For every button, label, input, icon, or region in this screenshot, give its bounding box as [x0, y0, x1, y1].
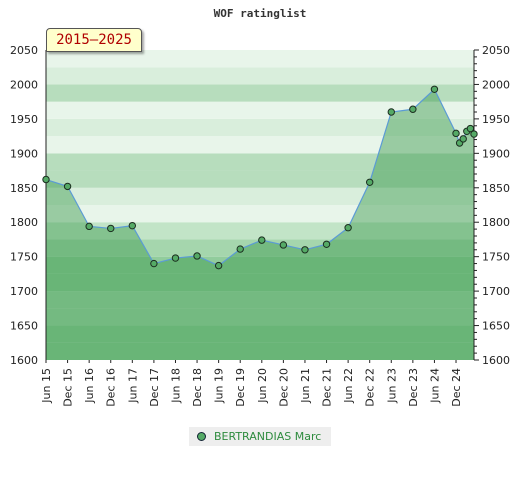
- x-tick-label: Dec 18: [191, 368, 204, 407]
- data-point[interactable]: [258, 236, 266, 244]
- x-tick-label: Jun 23: [385, 368, 398, 404]
- x-tick-label: Dec 21: [321, 368, 334, 407]
- y-tick-label-right: 1900: [482, 147, 510, 160]
- x-tick-label: Jun 20: [256, 368, 269, 404]
- rating-area: [46, 89, 474, 361]
- data-point[interactable]: [214, 261, 223, 270]
- y-tick-label-left: 1850: [10, 182, 38, 195]
- background-band: [46, 187, 474, 205]
- data-point[interactable]: [430, 85, 439, 93]
- background-band: [46, 273, 474, 292]
- background-band: [46, 291, 474, 309]
- x-tick-label: Dec 22: [364, 368, 377, 407]
- data-point[interactable]: [470, 130, 478, 138]
- data-point[interactable]: [279, 241, 288, 249]
- data-point[interactable]: [42, 175, 50, 184]
- x-tick-label: Dec 20: [277, 368, 290, 407]
- legend-label: BERTRANDIAS Marc: [214, 430, 322, 443]
- background-band: [46, 84, 474, 102]
- period-label: 2015–2025: [46, 28, 142, 52]
- x-tick-label: Dec 15: [62, 368, 75, 407]
- data-point[interactable]: [171, 254, 180, 262]
- x-tick-label: Jun 17: [126, 368, 139, 404]
- background-band: [46, 325, 474, 343]
- x-tick-label: Jun 24: [428, 368, 441, 404]
- data-point[interactable]: [365, 178, 374, 186]
- legend-marker-icon: [197, 432, 206, 441]
- y-tick-label-left: 2000: [10, 78, 38, 91]
- y-tick-label-right: 1950: [482, 113, 510, 126]
- x-tick-label: Jun 15: [40, 368, 53, 404]
- x-tick-label: Dec 17: [148, 368, 161, 407]
- background-band: [46, 118, 474, 137]
- data-point[interactable]: [301, 246, 309, 254]
- data-point[interactable]: [63, 182, 72, 191]
- y-tick-label-left: 1700: [10, 285, 38, 298]
- data-point[interactable]: [322, 240, 331, 248]
- y-tick-label-right: 2000: [482, 78, 510, 91]
- y-tick-label-right: 1650: [482, 320, 510, 333]
- x-tick-label: Jun 16: [83, 368, 96, 404]
- background-band: [46, 50, 474, 68]
- data-point[interactable]: [466, 124, 475, 133]
- x-tick-label: Dec 19: [234, 368, 247, 407]
- data-point[interactable]: [344, 224, 352, 232]
- background-band: [46, 67, 474, 85]
- background-band: [46, 239, 474, 257]
- x-tick-label: Jun 21: [299, 368, 312, 404]
- data-point[interactable]: [387, 108, 395, 116]
- chart-title: WOF ratinglist: [214, 7, 307, 20]
- y-tick-label-left: 2050: [10, 44, 38, 57]
- y-tick-label-right: 1750: [482, 251, 510, 264]
- x-tick-label: Dec 23: [407, 368, 420, 407]
- data-point[interactable]: [236, 245, 244, 253]
- data-point[interactable]: [128, 221, 137, 230]
- y-tick-label-left: 1950: [10, 113, 38, 126]
- background-band: [46, 222, 474, 240]
- y-tick-label-right: 1600: [482, 354, 510, 367]
- y-tick-label-right: 1700: [482, 285, 510, 298]
- y-tick-label-left: 1650: [10, 320, 38, 333]
- background-band: [46, 308, 474, 326]
- background-band: [46, 136, 474, 154]
- data-point[interactable]: [452, 129, 460, 138]
- background-band: [46, 342, 474, 360]
- y-tick-label-left: 1800: [10, 216, 38, 229]
- background-band: [46, 205, 474, 223]
- points-layer: [42, 85, 478, 270]
- x-tick-label: Dec 24: [450, 368, 463, 407]
- data-point[interactable]: [85, 222, 93, 231]
- x-tick-label: Jun 18: [169, 368, 182, 404]
- data-point[interactable]: [459, 135, 467, 143]
- background-band: [46, 101, 474, 119]
- background-band: [46, 153, 474, 171]
- data-point[interactable]: [107, 224, 115, 233]
- data-point[interactable]: [193, 252, 201, 260]
- y-tick-label-right: 2050: [482, 44, 510, 57]
- x-tick-label: Jun 19: [213, 368, 226, 404]
- x-tick-label: Dec 16: [105, 368, 118, 407]
- axes: 1600 1600 1650 1650 1700 1700 1750 1750 1800 1800…: [10, 44, 510, 407]
- data-point[interactable]: [409, 105, 417, 113]
- y-tick-label-left: 1600: [10, 354, 38, 367]
- x-tick-label: Jun 22: [342, 368, 355, 404]
- y-tick-label-right: 1800: [482, 216, 510, 229]
- y-tick-label-left: 1750: [10, 251, 38, 264]
- y-tick-label-left: 1900: [10, 147, 38, 160]
- background-bands: [46, 50, 474, 360]
- legend[interactable]: BERTRANDIAS Marc: [189, 427, 331, 446]
- y-tick-label-right: 1850: [482, 182, 510, 195]
- data-point[interactable]: [150, 259, 158, 268]
